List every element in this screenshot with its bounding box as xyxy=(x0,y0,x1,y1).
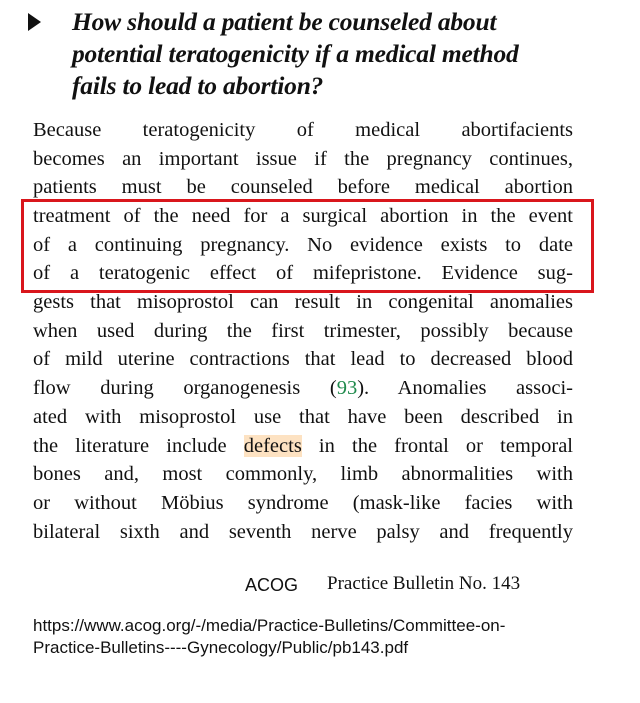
highlight-box xyxy=(21,199,594,293)
triangle-bullet-icon xyxy=(28,13,41,31)
reference-link[interactable]: 93 xyxy=(336,377,358,399)
body-line: flow during organogenesis (93). Anomalie… xyxy=(33,377,573,399)
body-line: patients must be counseled before medica… xyxy=(33,176,573,198)
body-line: or without Möbius syndrome (mask-like fa… xyxy=(33,492,573,514)
body-line: treatment of the need for a surgical abo… xyxy=(33,205,573,227)
body-line: Because teratogenicity of medical aborti… xyxy=(33,119,573,141)
question-heading-line: How should a patient be counseled about xyxy=(72,7,497,36)
body-line: bilateral sixth and seventh nerve palsy … xyxy=(33,521,573,543)
question-heading-line: potential teratogenicity if a medical me… xyxy=(72,39,519,68)
body-line: of a continuing pregnancy. No evidence e… xyxy=(33,234,573,256)
body-line: bones and, most commonly, limb abnormali… xyxy=(33,463,573,485)
body-line: becomes an important issue if the pregna… xyxy=(33,148,573,170)
question-heading-line: fails to lead to abortion? xyxy=(72,71,324,100)
body-line: of a teratogenic effect of mifepristone.… xyxy=(33,262,573,284)
footer-bulletin: Practice Bulletin No. 143 xyxy=(327,573,521,594)
highlighted-word: defects xyxy=(243,435,302,457)
source-url-line: https://www.acog.org/-/media/Practice-Bu… xyxy=(33,616,506,635)
body-line: when used during the first trimester, po… xyxy=(33,320,573,342)
body-line: the literature include defects in the fr… xyxy=(33,435,573,457)
source-url-line: Practice-Bulletins----Gynecology/Public/… xyxy=(33,638,409,657)
body-line: ated with misoprostol use that have been… xyxy=(33,406,573,428)
body-line: gests that misoprostol can result in con… xyxy=(33,291,573,313)
body-line: of mild uterine contractions that lead t… xyxy=(33,348,573,370)
footer-org: ACOG xyxy=(245,575,299,595)
